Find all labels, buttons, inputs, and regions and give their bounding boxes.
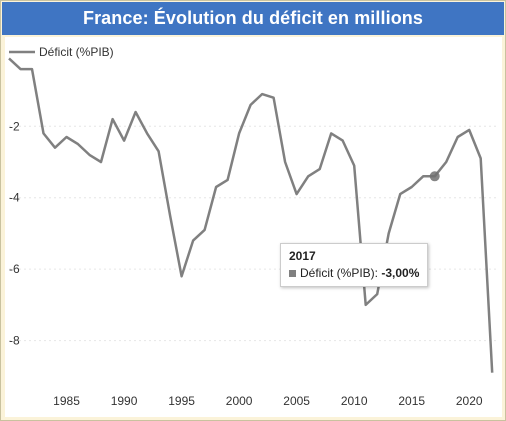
y-tick-label: -2 xyxy=(9,119,20,133)
chart-title: France: Évolution du déficit en millions xyxy=(2,2,504,35)
chart-svg: -2 -4 -6 -8 1985 1990 1995 2000 2005 2010 2015 2020… xyxy=(8,45,498,408)
x-tick-label: 1995 xyxy=(168,394,195,408)
plot-area: -2 -4 -6 -8 1985 1990 1995 2000 2005 2010 2015 2020… xyxy=(5,37,502,417)
tooltip-value: -3,00% xyxy=(381,266,420,280)
x-tick-label: 2015 xyxy=(398,394,425,408)
tooltip-series-marker xyxy=(289,270,296,278)
y-tick-label: -4 xyxy=(9,191,20,205)
tooltip-row: Déficit (%PIB): -3,00% xyxy=(289,266,419,280)
x-tick-label: 2000 xyxy=(226,394,253,408)
tooltip-series-label: Déficit (%PIB): xyxy=(300,266,379,280)
tooltip-year: 2017 xyxy=(289,249,316,263)
x-tick-label: 1985 xyxy=(53,394,80,408)
legend-label: Déficit (%PIB) xyxy=(39,45,114,59)
x-tick-label: 2010 xyxy=(341,394,368,408)
y-tick-label: -6 xyxy=(9,262,20,276)
highlighted-point xyxy=(429,171,440,182)
x-tick-label: 2005 xyxy=(283,394,310,408)
chart-tooltip: 2017 Déficit (%PIB): -3,00% xyxy=(280,243,429,287)
series-line xyxy=(8,57,494,373)
x-tick-label: 1990 xyxy=(111,394,138,408)
x-tick-label: 2020 xyxy=(456,394,483,408)
y-tick-label: -8 xyxy=(9,334,20,348)
